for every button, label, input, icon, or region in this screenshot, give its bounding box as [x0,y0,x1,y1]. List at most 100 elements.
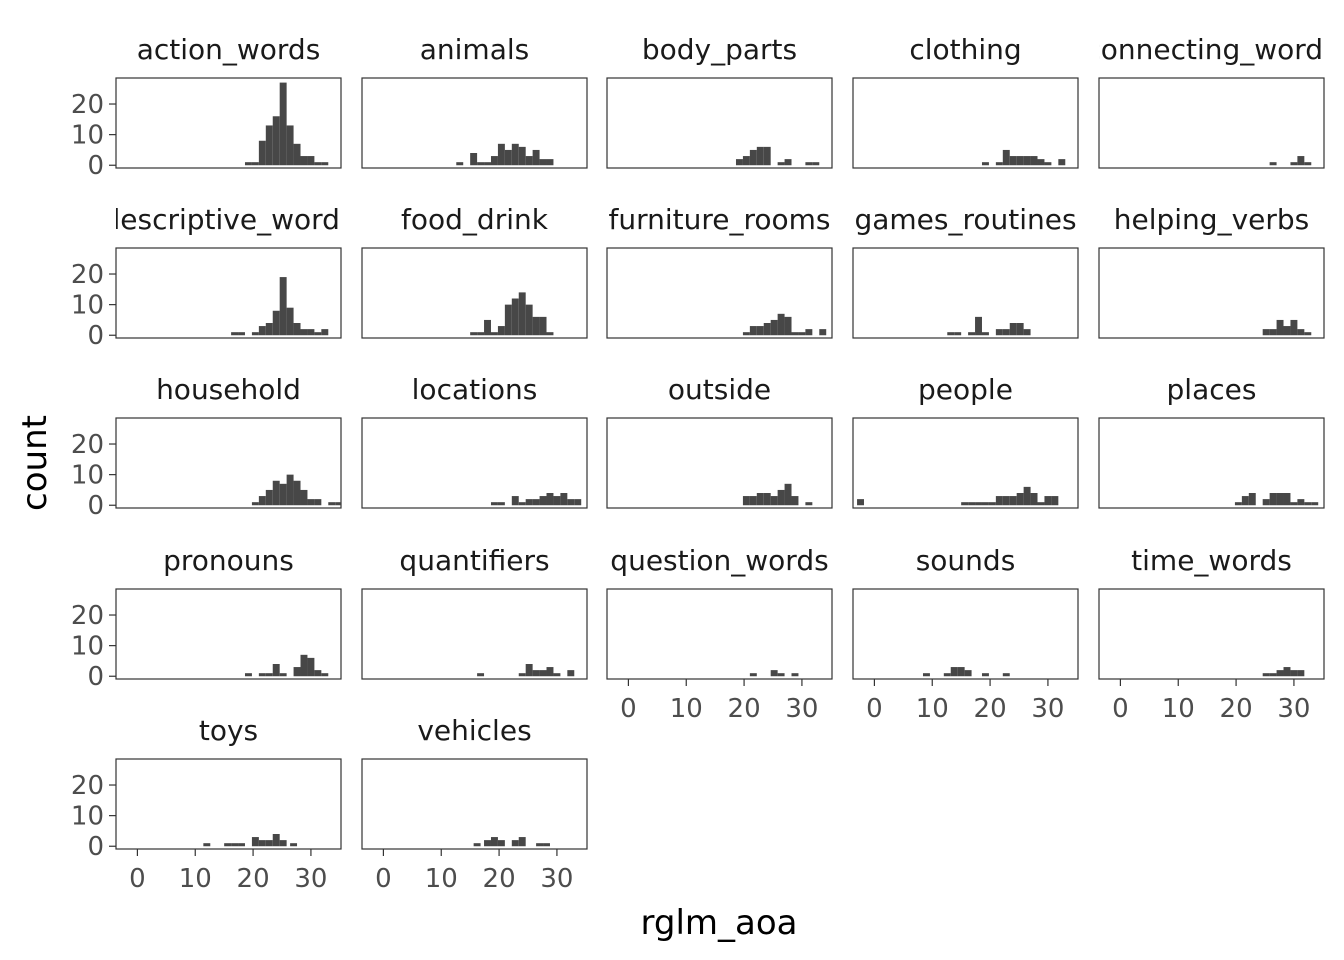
panel-border [852,588,1079,680]
histogram-bar [964,670,972,677]
facet-title: places [1167,373,1257,406]
y-axis-title: count [15,415,55,511]
histogram-bar [560,493,568,506]
histogram-bar [279,840,287,847]
histogram-bar [749,149,757,166]
bars [1262,667,1305,677]
y-tick-label: 20 [71,90,104,120]
histogram-bar [1051,496,1059,506]
histogram-bar [749,673,757,677]
histogram-bar [943,673,951,677]
histogram-bar [293,667,301,677]
x-tick-label: 30 [540,864,573,894]
x-tick-label: 10 [916,694,949,724]
histogram-bar [1283,667,1291,677]
y-tick-label: 20 [71,260,104,290]
bars [857,486,1059,506]
histogram-bar [504,149,512,166]
histogram-bar [258,326,266,336]
histogram-bar [286,307,294,336]
y-tick-label: 20 [71,771,104,801]
facet-panel: clothing [852,33,1079,169]
histogram-bar [546,493,554,506]
facet-title: connecting_words [1085,33,1337,66]
x-tick-label: 30 [1277,694,1310,724]
histogram-bar [314,162,322,166]
histogram-bar [1248,493,1256,506]
histogram-bar [567,670,575,677]
histogram-bar [293,480,301,506]
histogram-bar [314,332,322,336]
facet-title: body_parts [642,33,797,66]
histogram-bar [497,502,505,506]
histogram-bar [791,673,799,677]
histogram-bar [981,673,989,677]
histogram-bar [1290,502,1298,506]
histogram-bar [777,673,785,677]
histogram-bar [484,162,491,166]
histogram-bar [272,834,280,847]
facet-title: helping_verbs [1114,203,1310,236]
histogram-bar [1023,329,1031,336]
histogram-bar [975,316,982,336]
y-tick-label: 20 [71,601,104,631]
histogram-bar [756,326,764,336]
facet-title: pronouns [163,544,294,577]
panel-border [606,247,833,339]
histogram-bar [777,162,785,166]
histogram-bar [574,499,582,506]
histogram-bar [258,140,266,166]
histogram-bar [532,499,540,506]
bars [1234,493,1319,506]
histogram-bar [770,319,778,336]
histogram-bar [1030,493,1038,506]
histogram-bar [968,502,976,506]
facet-title: household [156,373,301,406]
histogram-bar [950,667,958,677]
bars [203,834,298,847]
panel-border [606,417,833,509]
histogram-bar [470,153,478,166]
histogram-bar [272,116,280,166]
x-tick-label: 20 [1220,694,1253,724]
histogram-bar [497,326,505,336]
y-tick-label: 10 [71,291,104,321]
histogram-bar [490,502,498,506]
histogram-bar [1016,323,1024,336]
histogram-bar [543,843,550,847]
histogram-bar [251,837,259,847]
histogram-bar [518,837,526,847]
histogram-bar [293,143,301,166]
histogram-bar [265,840,273,847]
histogram-bar [536,843,544,847]
histogram-bar [742,496,750,506]
histogram-bar [258,840,266,847]
histogram-bar [238,332,245,336]
histogram-bar [981,502,989,506]
histogram-bar [770,496,778,506]
histogram-bar [1290,319,1298,336]
facet-panel: locations [361,373,588,509]
facet-panel: question_words 0 10 20 30 [606,544,833,724]
histogram-bar [995,162,1003,166]
histogram-bar [1016,156,1024,166]
histogram-bar [238,843,245,847]
bars [742,483,813,506]
histogram-bar [307,329,315,336]
histogram-bar [504,304,512,336]
histogram-bar [784,316,792,336]
histogram-bar [1002,673,1010,677]
bars [244,654,329,677]
facet-panel: furniture_rooms [606,203,833,339]
histogram-bar [819,329,827,336]
histogram-bar [286,125,294,166]
histogram-bar [1269,329,1277,336]
histogram-bar [307,499,315,506]
bars [1262,319,1312,336]
panel-border [606,77,833,169]
histogram-bar [1241,496,1249,506]
y-tick-label: 20 [71,430,104,460]
